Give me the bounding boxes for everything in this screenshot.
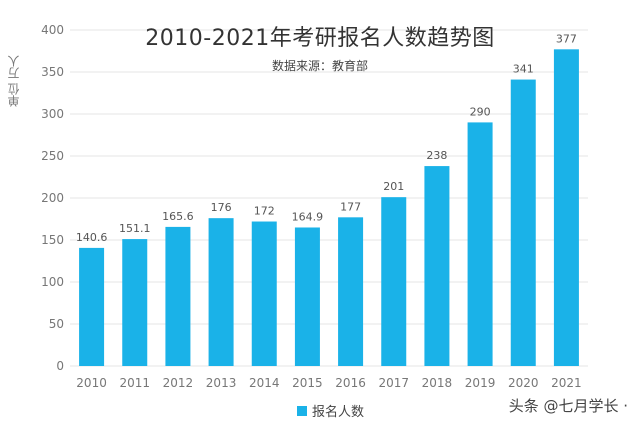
y-axis-unit-label: 单位 万人 (7, 55, 21, 107)
y-tick-label: 100 (41, 275, 64, 289)
chart-subtitle: 数据来源：教育部 (271, 59, 368, 73)
x-tick-label: 2016 (335, 376, 366, 390)
x-tick-label: 2012 (163, 376, 194, 390)
bar (251, 221, 277, 366)
x-tick-label: 2019 (465, 376, 496, 390)
data-label: 377 (556, 32, 577, 45)
data-label: 290 (470, 105, 491, 118)
bar (467, 122, 493, 367)
y-tick-label: 150 (41, 233, 64, 247)
x-tick-label: 2021 (551, 376, 582, 390)
bar (338, 217, 364, 366)
x-tick-label: 2013 (206, 376, 237, 390)
bar (79, 247, 105, 366)
bar (424, 166, 450, 366)
data-label: 238 (426, 149, 447, 162)
bar (165, 226, 191, 366)
watermark: 头条 @七月学长 · (508, 397, 628, 415)
bar (553, 49, 579, 366)
y-tick-label: 300 (41, 107, 64, 121)
data-label: 165.6 (162, 210, 194, 223)
bar (208, 218, 234, 366)
x-tick-label: 2010 (76, 376, 107, 390)
x-tick-label: 2018 (422, 376, 453, 390)
bar (381, 197, 407, 366)
data-label: 140.6 (76, 231, 108, 244)
x-tick-label: 2020 (508, 376, 539, 390)
data-label: 172 (254, 205, 275, 218)
data-label: 164.9 (292, 210, 324, 223)
data-label: 177 (340, 200, 361, 213)
bar (122, 239, 148, 366)
y-tick-label: 200 (41, 191, 64, 205)
data-label: 341 (513, 63, 534, 76)
legend: 报名人数 (297, 401, 364, 420)
data-label: 151.1 (119, 222, 151, 235)
chart-title: 2010-2021年考研报名人数趋势图 (145, 26, 495, 51)
legend-swatch (297, 405, 307, 416)
y-tick-label: 350 (41, 65, 64, 79)
y-tick-label: 400 (41, 23, 64, 37)
legend-label: 报名人数 (312, 405, 365, 420)
data-label: 201 (383, 180, 404, 193)
y-tick-label: 50 (49, 317, 64, 331)
x-tick-label: 2011 (119, 376, 150, 390)
x-tick-label: 2014 (249, 376, 280, 390)
x-tick-label: 2015 (292, 376, 323, 390)
y-tick-label: 0 (56, 359, 64, 373)
bar (294, 227, 320, 366)
data-label: 176 (211, 201, 232, 214)
x-tick-label: 2017 (378, 376, 409, 390)
y-tick-label: 250 (41, 149, 64, 163)
bar (510, 79, 536, 366)
